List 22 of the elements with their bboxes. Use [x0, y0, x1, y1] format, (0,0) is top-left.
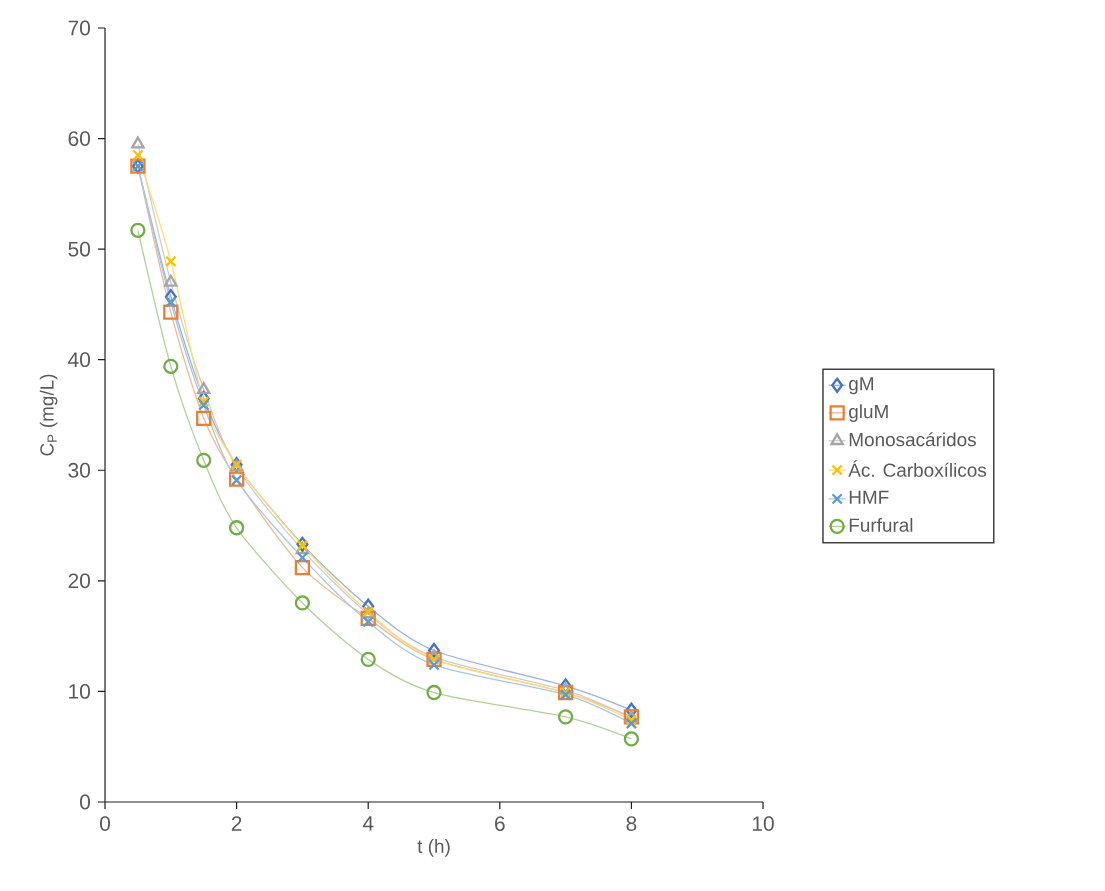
legend-label: Monosacáridos	[849, 432, 976, 447]
x-tick-label: 0	[100, 816, 110, 831]
y-tick-label: 20	[68, 573, 91, 589]
y-tick-label: 70	[68, 20, 91, 36]
x-axis-title: t (h)	[417, 839, 450, 857]
y-tick-label: 30	[68, 462, 91, 478]
y-tick-label: 0	[80, 794, 91, 810]
x-tick-label: 10	[752, 816, 774, 831]
y-tick-label: 40	[68, 352, 91, 368]
y-tick-label: 50	[68, 241, 91, 257]
x-tick-label: 2	[231, 816, 242, 831]
y-tick-label: 60	[68, 131, 91, 146]
legend-label: Ác. Carboxílicos	[848, 460, 987, 477]
legend-label: gM	[849, 377, 873, 395]
y-axis-title: C$_{P}$ (mg/L)	[39, 374, 58, 456]
x-tick-label: 8	[626, 816, 637, 831]
legend-label: gluM	[849, 404, 888, 422]
x-tick-label: 6	[495, 816, 505, 831]
legend-label: HMF	[849, 490, 889, 504]
y-tick-label: 10	[69, 684, 91, 699]
x-tick-label: 4	[362, 816, 374, 831]
legend-label: Furfural	[849, 517, 913, 532]
